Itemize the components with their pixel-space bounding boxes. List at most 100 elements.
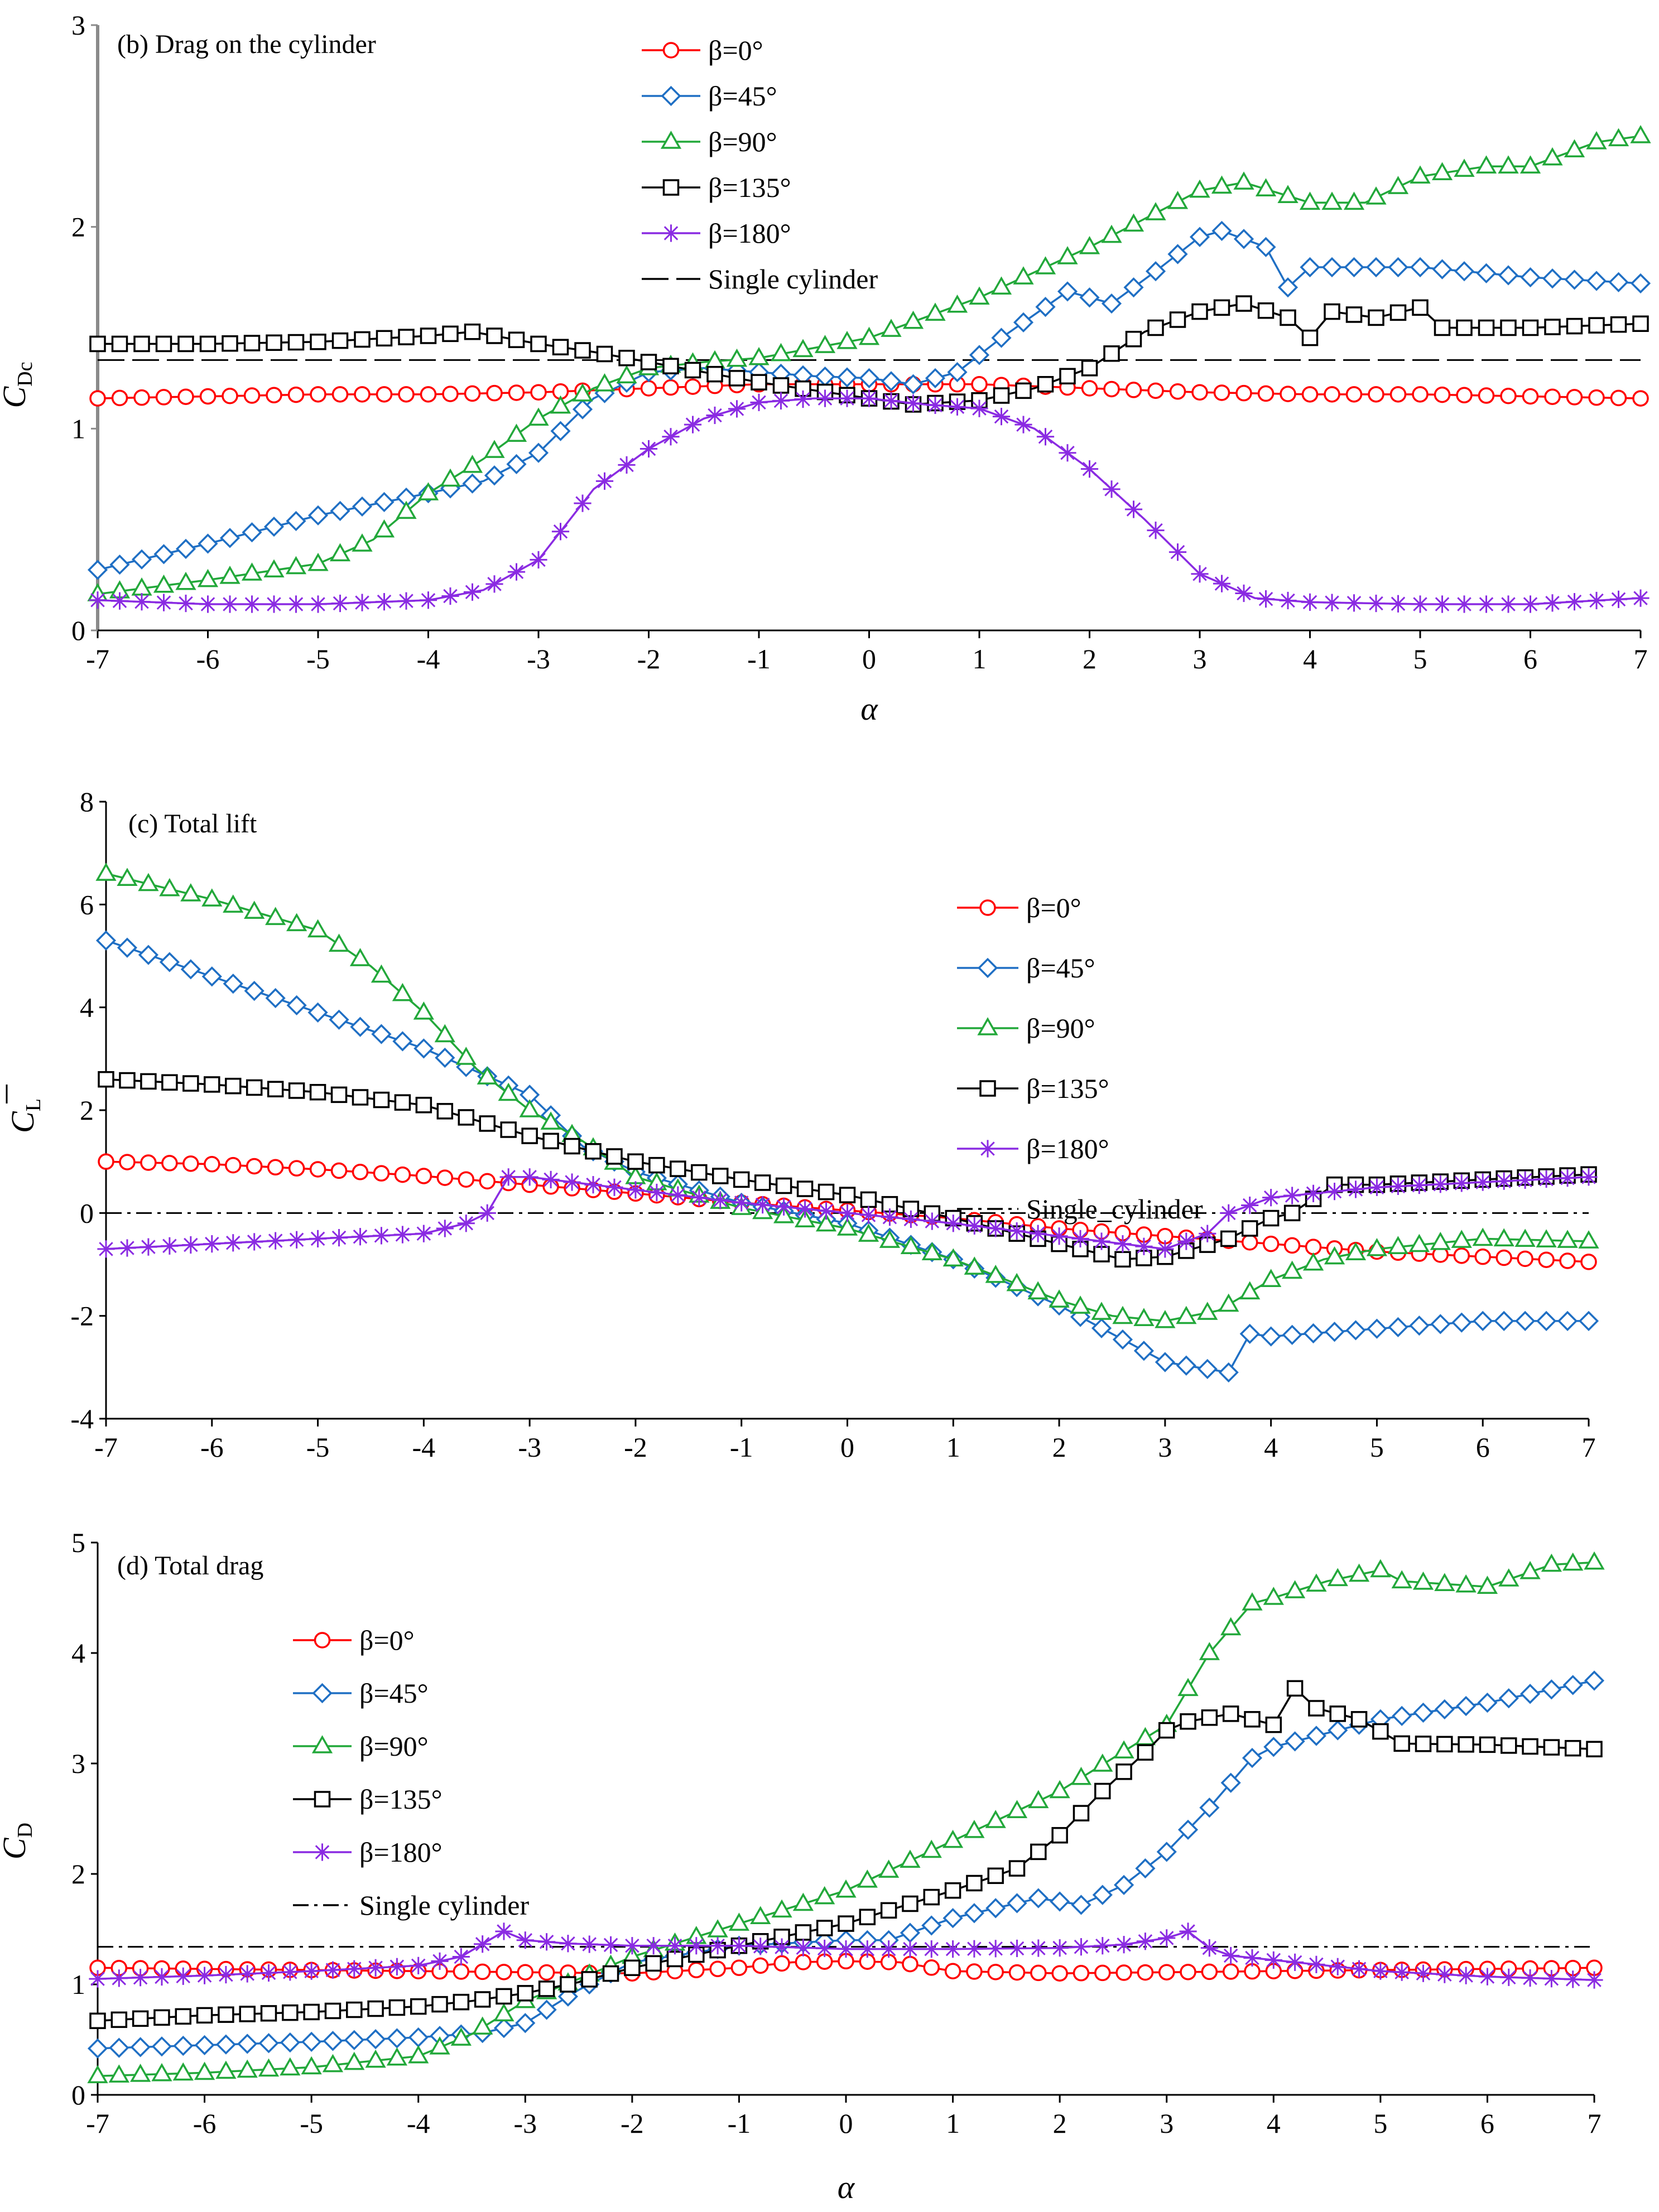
- data-point: [98, 1071, 114, 1088]
- data-point: [239, 2006, 256, 2022]
- data-point: [258, 2033, 279, 2054]
- star-stroke: [1060, 445, 1075, 460]
- data-point: [882, 392, 900, 410]
- y-axis-label: CDc: [0, 362, 37, 408]
- legend-label: β=45°: [708, 80, 777, 112]
- star-stroke: [625, 1938, 639, 1953]
- data-point: [1345, 386, 1363, 403]
- data-point: [645, 1937, 662, 1955]
- data-point: [1498, 265, 1519, 286]
- star-stroke: [967, 1941, 982, 1956]
- star-stroke: [586, 1177, 600, 1192]
- data-point: [1123, 277, 1144, 298]
- data-point: [859, 1206, 878, 1224]
- data-point: [224, 1077, 242, 1095]
- data-point: [1222, 1705, 1239, 1722]
- data-point: [140, 1238, 157, 1256]
- data-point: [1521, 595, 1540, 613]
- data-point: [95, 862, 117, 881]
- legend-label: Single cylinder: [708, 263, 878, 295]
- series-line: [97, 397, 1641, 605]
- data-point: [775, 1198, 793, 1216]
- data-point: [117, 937, 138, 958]
- data-point: [944, 1215, 962, 1232]
- data-point: [1027, 1281, 1049, 1300]
- data-point: [1478, 387, 1495, 404]
- data-point: [1264, 1951, 1282, 1969]
- star-stroke: [1475, 1175, 1490, 1189]
- x-axis-label: α: [838, 2169, 855, 2205]
- legend-swatch-marker: [314, 1791, 331, 1808]
- data-point: [455, 1047, 477, 1065]
- star-stroke: [1148, 523, 1163, 538]
- data-point: [684, 378, 701, 395]
- data-point: [1557, 1230, 1578, 1248]
- legend: β=0° β=45° β=90° β=135° β=180° Single cylinde…: [293, 1625, 529, 1921]
- data-point: [287, 386, 305, 403]
- data-point: [1147, 382, 1164, 399]
- data-point: [498, 1082, 519, 1101]
- data-point: [1235, 295, 1252, 312]
- star-stroke: [1281, 593, 1295, 608]
- data-point: [109, 2037, 129, 2058]
- star-stroke: [988, 1941, 1003, 1956]
- y-tick-label: -2: [70, 1300, 94, 1332]
- data-point: [966, 1874, 983, 1892]
- data-point: [1197, 1302, 1218, 1320]
- legend-item: β=180°: [957, 1133, 1109, 1164]
- data-point: [496, 1988, 512, 2005]
- data-point: [991, 327, 1012, 348]
- x-tick-label: -6: [193, 2108, 217, 2139]
- data-point: [1584, 1551, 1605, 1570]
- data-point: [684, 362, 701, 379]
- star-stroke: [240, 1967, 254, 1981]
- data-point: [992, 408, 1011, 426]
- data-point: [1321, 257, 1343, 278]
- star-stroke: [1539, 1172, 1554, 1187]
- star-stroke: [311, 597, 325, 611]
- data-point: [98, 1153, 114, 1170]
- data-point: [1241, 1196, 1259, 1215]
- data-point: [1239, 1323, 1260, 1344]
- star-stroke: [1325, 595, 1339, 610]
- data-point: [288, 1231, 306, 1249]
- star-stroke: [1327, 1184, 1342, 1199]
- data-point: [462, 473, 483, 494]
- x-tick-label: 2: [1053, 2108, 1067, 2139]
- data-point: [942, 1248, 964, 1267]
- data-point: [1495, 1172, 1513, 1190]
- data-point: [1541, 1679, 1562, 1700]
- data-point: [1145, 261, 1166, 282]
- data-point: [1306, 1573, 1327, 1592]
- data-point: [1199, 1797, 1220, 1818]
- data-point: [515, 2013, 536, 2033]
- star-stroke: [882, 1209, 897, 1225]
- data-point: [420, 386, 437, 403]
- legend-label: β=90°: [359, 1731, 429, 1762]
- data-point: [662, 428, 680, 446]
- data-point: [131, 549, 152, 570]
- star-stroke: [268, 1233, 283, 1248]
- data-point: [1328, 1720, 1348, 1741]
- data-point: [1521, 1969, 1539, 1987]
- data-point: [457, 1215, 475, 1232]
- star-stroke: [1391, 1179, 1406, 1194]
- star-stroke: [861, 1208, 876, 1222]
- data-point: [1030, 1939, 1047, 1957]
- x-tick-label: 6: [1476, 1432, 1490, 1463]
- data-point: [1233, 229, 1254, 249]
- data-point: [217, 1965, 235, 1984]
- data-point: [990, 276, 1012, 295]
- star-stroke: [1245, 1950, 1259, 1965]
- data-point: [119, 1072, 136, 1089]
- data-point: [881, 1208, 899, 1226]
- data-point: [572, 399, 593, 420]
- data-point: [574, 494, 592, 512]
- data-point: [1434, 319, 1451, 336]
- star-stroke: [289, 1232, 304, 1247]
- data-point: [1542, 147, 1563, 166]
- data-point: [1412, 299, 1429, 316]
- data-point: [1365, 257, 1387, 278]
- data-point: [375, 593, 393, 611]
- star-stroke: [416, 1226, 431, 1241]
